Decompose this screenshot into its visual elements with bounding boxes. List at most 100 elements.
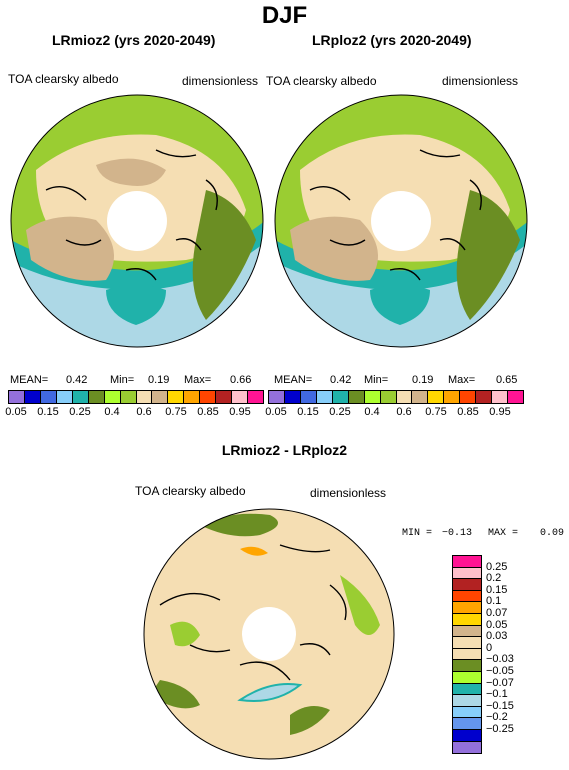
map-diff-green-3 — [340, 575, 380, 635]
colorbar-swatch — [316, 391, 333, 403]
colorbar-tick-label: 0.1 — [486, 595, 502, 608]
diff-colorbar-ticks: 0.25 0.2 0.15 0.1 0.07 0.05 0.03 0 −0.03 −0.05 −0.… — [486, 555, 566, 760]
colorbar-swatch — [284, 391, 301, 403]
colorbar-tick-label: 0.85 — [197, 406, 219, 418]
season-title: DJF — [261, 2, 308, 29]
map-land-dark — [192, 190, 256, 320]
left-max-value: 0.66 — [230, 374, 252, 386]
left-mean-label: MEAN= — [10, 374, 49, 386]
map-land-tan — [290, 216, 378, 281]
colorbar-tick-label: 0.05 — [486, 618, 508, 631]
colorbar-tick-label: 0.6 — [136, 406, 152, 418]
map-pole-hole — [371, 191, 431, 251]
right-mean-value: 0.42 — [330, 374, 352, 386]
colorbar-tick-label: −0.05 — [486, 665, 514, 677]
colorbar-swatch — [232, 391, 249, 403]
map-land-dark — [456, 190, 520, 320]
map-land-tan-north — [96, 158, 166, 186]
colorbar-swatch — [453, 556, 481, 568]
colorbar-swatch — [152, 391, 169, 403]
left-panel-units: dimensionless — [182, 74, 259, 88]
colorbar-tick-label: 0.15 — [486, 583, 508, 596]
colorbar-tick-label: 0.07 — [486, 607, 508, 619]
colorbar-tick-label: 0.95 — [489, 406, 511, 418]
colorbar-tick-label: 0.25 — [486, 560, 508, 573]
left-colorbar-ticks: 0.05 0.15 0.25 0.4 0.6 0.75 0.85 0.95 — [5, 406, 262, 420]
colorbar-tick-label: 0.4 — [364, 406, 380, 418]
left-panel-variable: TOA clearsky albedo — [8, 72, 119, 86]
colorbar-tick-label: 0.15 — [297, 406, 319, 418]
right-min-label: Min= — [364, 374, 389, 386]
left-mean-value: 0.42 — [66, 374, 88, 386]
colorbar-swatch — [348, 391, 365, 403]
colorbar-tick-label: 0.15 — [37, 406, 59, 418]
colorbar-tick-label: −0.2 — [486, 711, 508, 724]
left-min-value: 0.19 — [148, 374, 170, 386]
colorbar-swatch — [248, 391, 263, 403]
colorbar-tick-label: 0.03 — [486, 630, 508, 643]
colorbar-swatch — [453, 625, 481, 638]
map-coastlines — [159, 544, 347, 681]
colorbar-swatch — [453, 602, 481, 614]
colorbar-tick-label: 0.05 — [265, 406, 287, 418]
colorbar-tick-label: 0.2 — [486, 572, 502, 585]
colorbar-swatch — [300, 391, 317, 403]
colorbar-swatch — [453, 741, 481, 754]
colorbar-tick-label: 0.4 — [104, 406, 120, 418]
diff-max-value: 0.09 — [540, 528, 565, 539]
map-diff-green-4 — [170, 621, 200, 647]
right-max-value: 0.65 — [496, 374, 518, 386]
colorbar-swatch — [428, 391, 445, 403]
colorbar-swatch — [453, 648, 481, 661]
map-diff-orange-patch — [240, 546, 268, 556]
diff-min-label: MIN = — [402, 528, 433, 539]
map-pole-hole — [107, 191, 167, 251]
colorbar-swatch — [184, 391, 201, 403]
colorbar-tick-label: 0.85 — [457, 406, 479, 418]
diff-panel-units: dimensionless — [310, 486, 387, 500]
map-land-tan — [26, 216, 114, 281]
left-min-label: Min= — [110, 374, 135, 386]
colorbar-swatch — [412, 391, 429, 403]
colorbar-tick-label: 0.05 — [5, 406, 27, 418]
diff-max-label: MAX = — [488, 528, 519, 539]
map-coastlines — [45, 149, 218, 281]
colorbar-swatch — [444, 391, 461, 403]
left-max-label: Max= — [184, 374, 212, 386]
right-panel-title: LRploz2 (yrs 2020-2049) — [312, 32, 472, 48]
colorbar-tick-label: −0.15 — [486, 699, 514, 712]
colorbar-swatch — [453, 579, 481, 591]
left-polar-map — [10, 94, 264, 348]
colorbar-tick-label: −0.1 — [486, 688, 508, 701]
map-ocean-scandinavia — [370, 285, 430, 325]
right-panel-variable: TOA clearsky albedo — [266, 74, 377, 88]
diff-polar-map — [143, 508, 395, 760]
colorbar-swatch — [200, 391, 217, 403]
colorbar-swatch — [453, 695, 481, 707]
colorbar-swatch — [9, 391, 25, 403]
diff-panel-variable: TOA clearsky albedo — [135, 484, 246, 498]
colorbar-swatch — [72, 391, 89, 403]
colorbar-tick-label: −0.07 — [486, 676, 514, 689]
left-colorbar — [8, 390, 264, 404]
colorbar-swatch — [120, 391, 137, 403]
colorbar-tick-label: 0.25 — [69, 406, 91, 418]
colorbar-swatch — [460, 391, 477, 403]
colorbar-swatch — [40, 391, 57, 403]
map-diff-blue-patch — [237, 683, 303, 702]
colorbar-tick-label: 0.75 — [165, 406, 187, 418]
map-diff-green-5 — [290, 706, 330, 735]
right-mean-label: MEAN= — [274, 374, 313, 386]
colorbar-swatch — [380, 391, 397, 403]
colorbar-swatch — [453, 718, 481, 730]
right-min-value: 0.19 — [412, 374, 434, 386]
colorbar-swatch — [88, 391, 105, 403]
colorbar-swatch — [24, 391, 41, 403]
right-max-label: Max= — [448, 374, 476, 386]
colorbar-swatch — [136, 391, 153, 403]
colorbar-swatch — [492, 391, 509, 403]
colorbar-swatch — [453, 590, 481, 603]
colorbar-swatch — [453, 729, 481, 742]
colorbar-swatch — [332, 391, 349, 403]
colorbar-tick-label: −0.03 — [486, 653, 514, 666]
